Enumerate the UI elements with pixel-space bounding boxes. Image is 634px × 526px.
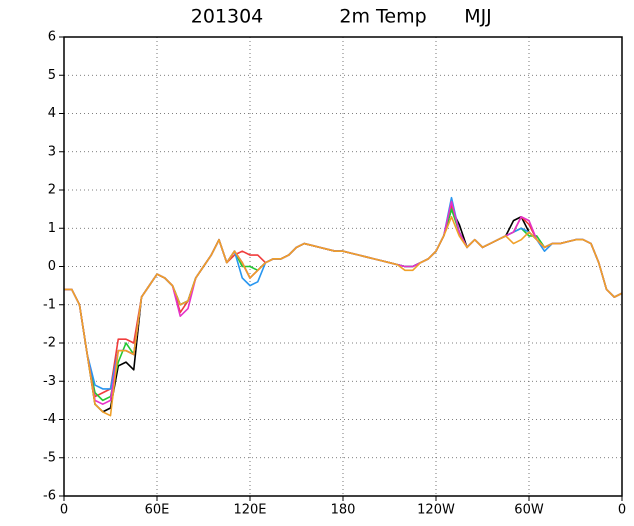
x-tick-label: 120W (417, 503, 455, 518)
y-tick-label: 1 (48, 221, 56, 236)
y-tick-label: -3 (43, 374, 56, 389)
y-tick-label: 0 (48, 259, 56, 274)
axes: -6 -5 -4 -3 -2 -1 0 1 2 3 4 5 6 0 60E 120E 180 120W 60W 0 (43, 30, 626, 518)
y-tick-label: 5 (48, 68, 56, 83)
y-tick-label: -2 (43, 336, 56, 351)
grid (63, 36, 623, 497)
y-tick-label: -1 (43, 297, 56, 312)
x-tick-label: 0 (618, 503, 626, 518)
x-tick-label: 60E (145, 503, 170, 518)
y-tick-label: 2 (48, 183, 56, 198)
y-tick-label: 6 (48, 30, 56, 45)
lines (64, 196, 623, 417)
y-tick-label: 3 (48, 144, 56, 159)
chart-title: MJJ (464, 6, 492, 28)
chart-title: 201304 (191, 6, 264, 28)
y-tick-label: -5 (43, 450, 56, 465)
x-tick-label: 180 (331, 503, 356, 518)
chart-title: 2m Temp (339, 6, 426, 28)
y-tick-label: -6 (43, 489, 56, 504)
data-line (64, 215, 623, 417)
y-tick-label: 4 (48, 106, 56, 121)
x-tick-label: 60W (514, 503, 544, 518)
y-tick-label: -4 (43, 412, 56, 427)
x-tick-label: 120E (233, 503, 266, 518)
x-tick-label: 0 (60, 503, 68, 518)
